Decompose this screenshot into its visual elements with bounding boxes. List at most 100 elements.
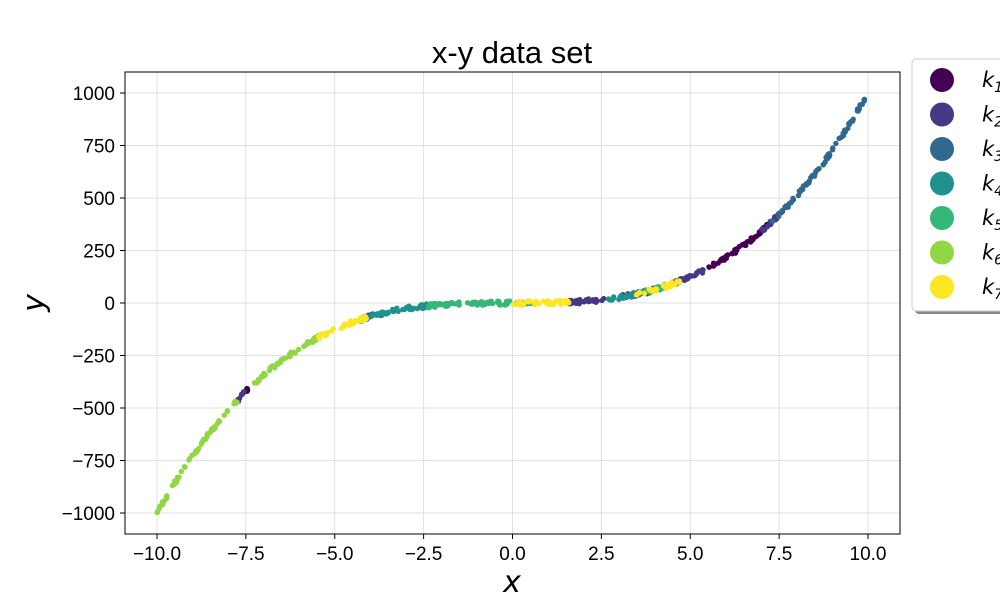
data-point-k3 bbox=[846, 120, 852, 127]
data-point-k2 bbox=[573, 300, 580, 307]
legend-label-k7: k7 bbox=[982, 275, 1000, 303]
data-point-k3 bbox=[859, 101, 866, 108]
data-point-k6 bbox=[191, 451, 198, 457]
data-point-k3 bbox=[830, 145, 836, 151]
data-point-k3 bbox=[850, 116, 856, 122]
data-point-k7 bbox=[514, 301, 520, 307]
x-tick-label: 10.0 bbox=[850, 544, 887, 565]
data-point-k3 bbox=[795, 192, 802, 199]
data-point-k2 bbox=[581, 299, 587, 305]
data-point-k1 bbox=[720, 255, 726, 261]
data-point-k3 bbox=[833, 140, 839, 147]
data-point-k6 bbox=[262, 372, 268, 378]
data-point-k1 bbox=[741, 241, 748, 247]
data-point-k5 bbox=[453, 301, 460, 307]
data-point-k7 bbox=[654, 286, 660, 292]
x-tick-label: 2.5 bbox=[588, 544, 614, 565]
x-tick-label: −5.0 bbox=[316, 544, 354, 565]
data-point-k6 bbox=[301, 343, 307, 350]
data-point-k7 bbox=[520, 301, 526, 308]
data-point-k5 bbox=[436, 301, 443, 308]
data-point-k7 bbox=[533, 298, 539, 304]
data-point-k6 bbox=[216, 418, 223, 425]
data-point-k3 bbox=[840, 133, 846, 139]
legend-label-k1: k1 bbox=[982, 68, 1000, 96]
x-tick-label: −10.0 bbox=[133, 544, 181, 565]
legend-marker-k6 bbox=[930, 240, 954, 265]
data-point-k7 bbox=[563, 300, 569, 307]
y-tick-label: 500 bbox=[83, 189, 115, 210]
legend-label-k6: k6 bbox=[982, 241, 1000, 269]
data-point-k4 bbox=[370, 312, 376, 318]
data-point-k6 bbox=[186, 456, 193, 462]
data-point-k7 bbox=[557, 300, 563, 306]
data-point-k6 bbox=[169, 482, 176, 489]
data-point-k5 bbox=[426, 304, 432, 311]
data-point-k2 bbox=[599, 297, 605, 304]
data-point-k4 bbox=[620, 294, 626, 301]
data-point-k3 bbox=[812, 171, 818, 177]
data-point-k2 bbox=[689, 273, 695, 279]
x-tick-label: −7.5 bbox=[227, 544, 265, 565]
data-point-k6 bbox=[269, 363, 276, 369]
y-tick-label: −500 bbox=[72, 399, 115, 420]
data-point-k6 bbox=[182, 464, 188, 470]
data-point-k7 bbox=[324, 332, 330, 338]
data-point-k6 bbox=[204, 431, 211, 437]
legend-marker-k5 bbox=[930, 206, 954, 230]
legend-marker-k7 bbox=[930, 275, 954, 299]
data-point-k6 bbox=[224, 408, 231, 414]
x-tick-label: 7.5 bbox=[766, 544, 792, 565]
data-point-k7 bbox=[647, 287, 653, 293]
y-tick-label: 1000 bbox=[73, 84, 115, 105]
data-point-k6 bbox=[194, 447, 201, 453]
data-point-k6 bbox=[160, 501, 166, 508]
chart-title: x-y data set bbox=[432, 35, 593, 70]
data-point-k5 bbox=[448, 299, 455, 306]
legend-marker-k4 bbox=[930, 171, 954, 196]
x-axis-ticks: −10.0 −7.5 −5.0 −2.5 0.0 2.5 5.0 7.5 10.0 bbox=[133, 534, 887, 565]
data-point-k6 bbox=[200, 436, 207, 443]
data-point-k5 bbox=[432, 300, 438, 307]
data-point-k1 bbox=[748, 235, 754, 241]
data-point-k6 bbox=[212, 424, 218, 431]
data-point-k6 bbox=[221, 412, 227, 418]
data-point-k4 bbox=[376, 311, 383, 317]
x-tick-label: −2.5 bbox=[405, 544, 443, 565]
data-point-k3 bbox=[836, 135, 842, 142]
data-point-k6 bbox=[292, 350, 298, 356]
data-point-k3 bbox=[842, 128, 849, 135]
data-point-k6 bbox=[295, 346, 302, 353]
y-axis-ticks: −1000 −750 −500 −250 0 250 500 750 1000 bbox=[62, 84, 125, 525]
x-tick-label: 5.0 bbox=[677, 544, 703, 565]
data-point-k7 bbox=[330, 326, 337, 332]
data-point-k7 bbox=[641, 290, 648, 297]
data-point-k7 bbox=[548, 300, 554, 306]
data-point-k4 bbox=[400, 306, 406, 313]
data-point-k2 bbox=[700, 267, 706, 273]
data-point-k7 bbox=[660, 282, 666, 289]
data-point-k2 bbox=[684, 276, 690, 282]
y-tick-label: −1000 bbox=[62, 504, 115, 525]
data-point-k2 bbox=[239, 391, 245, 398]
legend-label-k2: k2 bbox=[982, 103, 1000, 131]
data-point-k3 bbox=[796, 188, 802, 194]
data-point-k3 bbox=[790, 195, 796, 202]
data-point-k1 bbox=[725, 252, 731, 258]
data-point-k6 bbox=[251, 380, 258, 386]
data-point-k5 bbox=[469, 301, 475, 308]
data-point-k6 bbox=[286, 351, 293, 358]
data-point-k7 bbox=[348, 320, 355, 326]
data-point-k2 bbox=[760, 227, 767, 233]
data-point-k2 bbox=[590, 297, 596, 303]
data-point-k1 bbox=[734, 246, 740, 252]
data-point-k7 bbox=[510, 301, 517, 308]
data-point-k3 bbox=[854, 106, 861, 112]
legend-label-k4: k4 bbox=[982, 172, 1000, 200]
data-point-k2 bbox=[693, 271, 700, 277]
y-tick-label: 250 bbox=[83, 242, 115, 263]
data-point-k4 bbox=[414, 305, 421, 312]
data-point-k6 bbox=[174, 477, 180, 484]
data-point-k3 bbox=[785, 204, 791, 210]
